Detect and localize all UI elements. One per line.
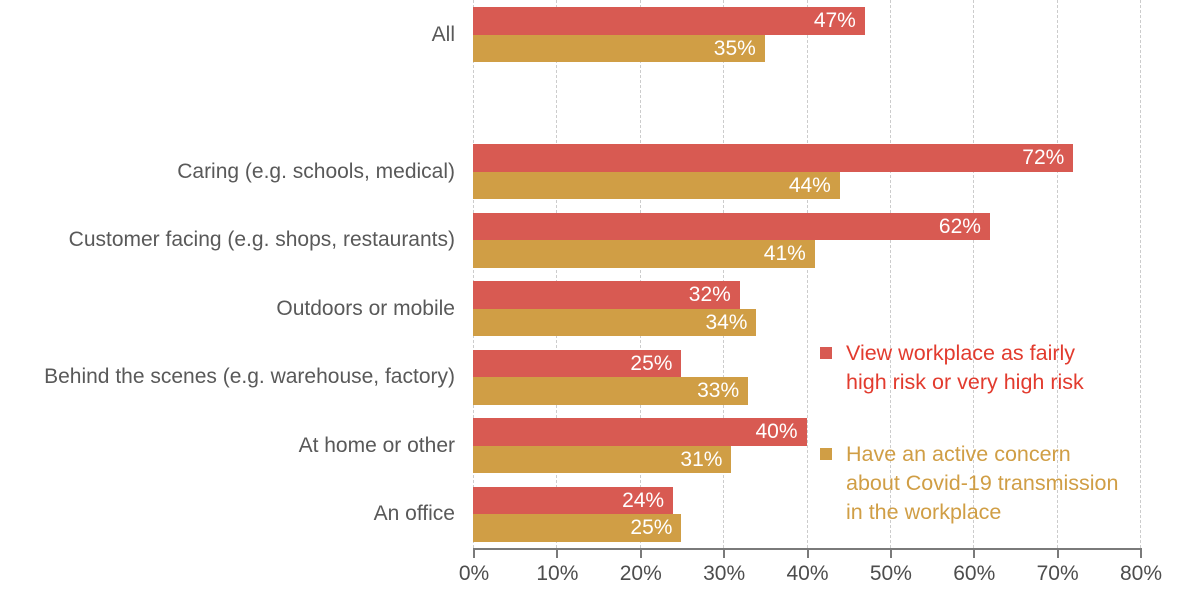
- x-axis-tick: [1140, 550, 1142, 558]
- bar-value-label: 25%: [630, 516, 673, 539]
- category-label: Caring (e.g. schools, medical): [177, 159, 455, 183]
- x-axis-tick: [889, 550, 892, 558]
- legend-line: Have an active concern: [846, 442, 1071, 466]
- bar-value-label: 62%: [938, 214, 981, 238]
- x-axis-tick-label: 50%: [869, 562, 912, 585]
- legend-label-active-concern: Have an active concern about Covid-19 tr…: [846, 440, 1160, 527]
- category-label: Customer facing (e.g. shops, restaurants…: [68, 228, 455, 251]
- x-axis-tick-label: 60%: [953, 562, 996, 585]
- bar-value-label: 25%: [630, 351, 673, 375]
- bar-high-risk: 32%: [473, 281, 740, 309]
- gridline: [1056, 0, 1058, 548]
- bar-value-label: 35%: [713, 36, 756, 60]
- bar-value-label: 32%: [688, 283, 731, 306]
- x-axis-tick: [806, 550, 809, 558]
- bar-active-concern: 41%: [473, 240, 815, 268]
- legend-swatch-gold-icon: [820, 448, 832, 460]
- bar-active-concern: 25%: [473, 514, 682, 542]
- x-axis-tick: [473, 550, 475, 558]
- bar-high-risk: 24%: [473, 486, 674, 514]
- gridline: [889, 0, 891, 548]
- x-axis-tick-label: 0%: [458, 562, 490, 585]
- bar-value-label: 24%: [622, 488, 665, 512]
- bar-value-label: 44%: [788, 173, 831, 197]
- legend-line: about Covid-19 transmission: [846, 471, 1119, 495]
- bar-active-concern: 33%: [473, 377, 749, 405]
- x-axis-tick-label: 30%: [703, 562, 746, 585]
- legend-entry-active-concern: Have an active concern about Covid-19 tr…: [820, 440, 1160, 527]
- bar-value-label: 72%: [1022, 146, 1065, 169]
- legend-line: View workplace as fairly: [846, 341, 1076, 365]
- bar-value-label: 34%: [705, 310, 748, 334]
- category-label: Outdoors or mobile: [276, 296, 455, 320]
- legend-label-high-risk: View workplace as fairly high risk or ve…: [846, 339, 1160, 397]
- gridline: [639, 0, 641, 548]
- bar-value-label: 40%: [755, 420, 798, 443]
- x-axis-tick-label: 80%: [1119, 562, 1163, 585]
- x-axis-tick: [723, 550, 726, 558]
- x-axis-tick: [973, 550, 976, 558]
- gridline: [556, 0, 558, 548]
- bar-active-concern: 31%: [473, 445, 732, 473]
- x-axis-tick-label: 40%: [786, 562, 829, 585]
- bar-active-concern: 44%: [473, 171, 840, 199]
- bar-value-label: 33%: [697, 379, 740, 402]
- x-axis-tick-label: 20%: [619, 562, 662, 585]
- x-axis-tick: [556, 550, 559, 558]
- gridline: [723, 0, 725, 548]
- bar-value-label: 41%: [763, 242, 806, 265]
- gridline: [473, 0, 474, 548]
- legend-swatch-red-icon: [820, 347, 832, 359]
- category-label: Behind the scenes (e.g. warehouse, facto…: [44, 365, 455, 388]
- bar-active-concern: 35%: [473, 34, 765, 62]
- bar-value-label: 47%: [813, 9, 856, 32]
- bar-high-risk: 72%: [473, 144, 1074, 172]
- bar-high-risk: 40%: [473, 418, 807, 446]
- category-label: An office: [373, 502, 455, 525]
- x-axis-tick-label: 10%: [536, 562, 579, 585]
- x-axis-tick: [1056, 550, 1059, 558]
- gridline: [973, 0, 975, 548]
- category-label: All: [431, 22, 455, 46]
- x-axis-tick: [639, 550, 642, 558]
- bar-high-risk: 47%: [473, 7, 865, 35]
- x-axis-tick-label: 70%: [1036, 562, 1079, 585]
- gridline: [806, 0, 808, 548]
- legend-line: in the workplace: [846, 500, 1002, 524]
- bar-value-label: 31%: [680, 447, 723, 471]
- x-axis-line: [473, 548, 1142, 550]
- gridline: [1140, 0, 1141, 548]
- legend-entry-high-risk: View workplace as fairly high risk or ve…: [820, 339, 1160, 397]
- category-label: At home or other: [298, 433, 455, 457]
- bar-high-risk: 25%: [473, 349, 682, 377]
- legend-line: high risk or very high risk: [846, 370, 1084, 394]
- bar-high-risk: 62%: [473, 212, 990, 240]
- bar-active-concern: 34%: [473, 308, 757, 336]
